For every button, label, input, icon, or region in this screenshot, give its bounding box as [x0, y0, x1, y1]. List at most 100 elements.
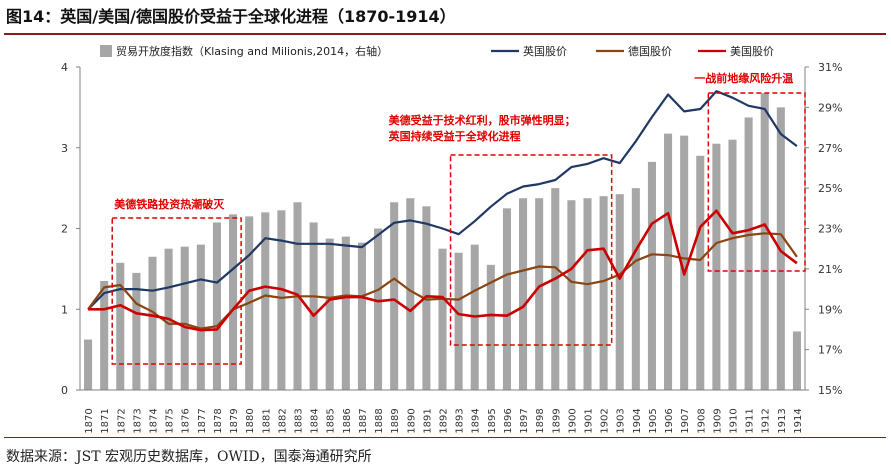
- bar-1904: [631, 188, 640, 390]
- bar-1876: [180, 246, 189, 390]
- bar-1898: [535, 198, 544, 390]
- x-tick-label-1914: 1914: [793, 408, 804, 433]
- legend-label-3: 美国股价: [730, 45, 774, 58]
- right-tick-label: 15%: [818, 384, 842, 397]
- x-tick-label-1899: 1899: [551, 408, 562, 433]
- series-line-1: [87, 90, 798, 311]
- bar-1874: [148, 256, 157, 390]
- x-tick-label-1907: 1907: [680, 408, 691, 433]
- right-tick-label: 23%: [818, 223, 842, 236]
- x-tick-label-1889: 1889: [390, 408, 401, 433]
- bar-1895: [486, 264, 495, 390]
- bar-1906: [664, 133, 673, 390]
- bar-1900: [567, 200, 576, 390]
- x-tick-label-1911: 1911: [745, 408, 756, 433]
- left-tick-label: 2: [61, 223, 68, 236]
- x-tick-label-1898: 1898: [535, 408, 546, 433]
- x-tick-label-1893: 1893: [455, 408, 466, 433]
- x-tick-label-1874: 1874: [149, 408, 160, 433]
- x-tick-label-1913: 1913: [777, 408, 788, 433]
- x-tick-label-1892: 1892: [439, 408, 450, 433]
- x-tick-label-1896: 1896: [503, 408, 514, 433]
- annotation-text-3: 一战前地缘风险升温: [694, 71, 793, 85]
- annotation-box-3: [707, 92, 806, 272]
- bar-1899: [551, 188, 560, 390]
- x-tick-label-1890: 1890: [406, 408, 417, 433]
- x-tick-label-1877: 1877: [197, 408, 208, 433]
- x-tick-label-1886: 1886: [342, 408, 353, 433]
- x-tick-label-1882: 1882: [277, 408, 288, 433]
- x-tick-label-1885: 1885: [326, 408, 337, 433]
- bar-1903: [615, 194, 624, 390]
- x-tick-label-1897: 1897: [519, 408, 530, 433]
- x-tick-label-1910: 1910: [729, 408, 740, 433]
- bar-1897: [519, 198, 528, 390]
- legend-label-2: 德国股价: [628, 44, 672, 58]
- bar-1908: [696, 155, 705, 390]
- bar-1887: [357, 242, 366, 390]
- x-tick-label-1879: 1879: [229, 408, 240, 433]
- bar-1890: [406, 198, 415, 390]
- lines-group: [87, 90, 798, 332]
- bar-1882: [277, 210, 286, 390]
- x-tick-label-1904: 1904: [632, 408, 643, 433]
- x-tick-label-1912: 1912: [761, 408, 772, 433]
- left-tick-label: 4: [61, 61, 68, 74]
- x-tick-label-1891: 1891: [422, 408, 433, 433]
- right-tick-label: 19%: [818, 303, 842, 316]
- bar-1873: [132, 272, 141, 390]
- x-tick-label-1888: 1888: [374, 408, 385, 433]
- right-tick-label: 21%: [818, 263, 842, 276]
- x-tick-label-1870: 1870: [84, 408, 95, 433]
- series-line-3: [88, 209, 798, 332]
- right-tick-label: 31%: [818, 61, 842, 74]
- right-tick-label: 17%: [818, 344, 842, 357]
- axes-group: 0 1 2 3 4 15% 17% 19% 21% 23% 25% 27% 29% 31% 1870 1871…: [61, 61, 842, 434]
- bar-1911: [744, 117, 753, 390]
- x-tick-label-1895: 1895: [487, 408, 498, 433]
- bar-1914: [792, 331, 801, 390]
- x-tick-label-1875: 1875: [165, 408, 176, 433]
- bar-1885: [325, 238, 334, 390]
- annotations-group: 美德铁路投资热潮破灭 美德受益于技术红利，股市弹性明显； 英国持续受益于全球化进程 一…: [111, 71, 806, 365]
- x-tick-label-1903: 1903: [616, 408, 627, 433]
- x-tick-label-1887: 1887: [358, 408, 369, 433]
- x-tick-label-1906: 1906: [664, 408, 675, 433]
- bar-1884: [309, 222, 318, 390]
- left-tick-label: 0: [61, 384, 68, 397]
- bar-1892: [438, 248, 447, 390]
- x-tick-label-1884: 1884: [310, 408, 321, 433]
- title-rule: [4, 33, 886, 35]
- legend: 贸易开放度指数（Klasing and Milionis,2014，右轴） 英国股…: [100, 44, 774, 58]
- right-tick-label: 27%: [818, 142, 842, 155]
- bar-1909: [712, 143, 721, 390]
- left-tick-label: 1: [61, 303, 68, 316]
- page-title: 图14：英国/美国/德国股价受益于全球化进程（1870-1914）: [6, 7, 456, 26]
- right-tick-label: 29%: [818, 101, 842, 114]
- x-tick-label-1883: 1883: [294, 408, 305, 433]
- legend-label-trade: 贸易开放度指数（Klasing and Milionis,2014，右轴）: [116, 44, 388, 58]
- bar-1886: [341, 236, 350, 390]
- x-tick-label-1901: 1901: [584, 408, 595, 433]
- annotation-box-2: [449, 154, 613, 346]
- bar-1891: [422, 206, 431, 390]
- x-tick-label-1909: 1909: [712, 408, 723, 433]
- bar-1905: [647, 161, 656, 390]
- legend-swatch-trade: [100, 45, 112, 57]
- x-tick-label-1908: 1908: [696, 408, 707, 433]
- bar-1879: [229, 214, 238, 390]
- bar-1870: [84, 339, 93, 390]
- annotation-box-1: [111, 217, 242, 365]
- bar-1889: [390, 202, 399, 390]
- x-tick-label-1876: 1876: [181, 408, 192, 433]
- bar-1871: [100, 280, 109, 390]
- bar-1878: [212, 222, 221, 390]
- bar-1893: [454, 252, 463, 390]
- left-tick-label: 3: [61, 142, 68, 155]
- bar-1896: [502, 208, 511, 390]
- right-tick-label: 25%: [818, 182, 842, 195]
- x-tick-label-1902: 1902: [600, 408, 611, 433]
- source-note: 数据来源：JST 宏观历史数据库，OWID，国泰海通研究所: [6, 449, 372, 465]
- x-tick-label-1871: 1871: [100, 408, 111, 433]
